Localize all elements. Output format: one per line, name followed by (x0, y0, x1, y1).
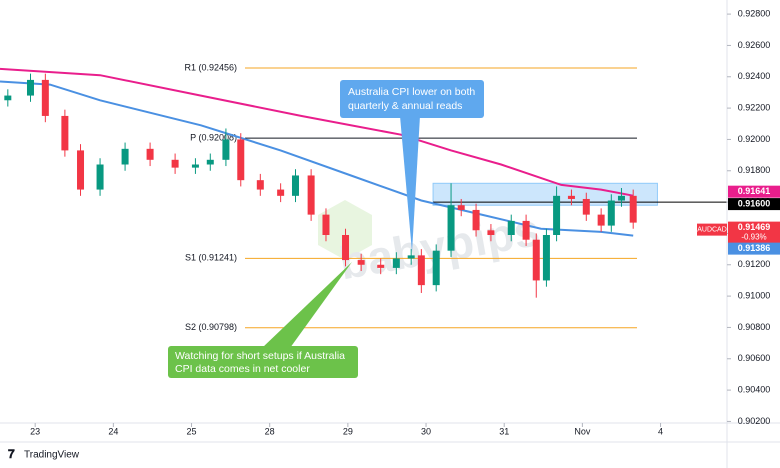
candle-body (507, 220, 515, 235)
price-badge (728, 221, 780, 244)
candle-body (597, 214, 605, 226)
candle-body (96, 164, 104, 190)
callout-pointer (400, 116, 420, 252)
candle-body (522, 220, 530, 240)
candle-body (4, 95, 12, 101)
y-tick-label: 0.92600 (738, 40, 771, 50)
pivot-label: S1 (0.91241) (185, 253, 237, 263)
candle-body (77, 150, 85, 190)
price-badge (728, 185, 780, 198)
candle-body (567, 195, 575, 199)
x-tick-label: 23 (30, 426, 40, 436)
moving-average (0, 67, 634, 197)
candle-body (277, 189, 285, 196)
candle-body (342, 235, 350, 261)
y-tick-label: 0.90600 (738, 353, 771, 363)
candle-body (432, 250, 440, 286)
symbol-tag (697, 223, 727, 236)
x-tick-label: 28 (265, 426, 275, 436)
y-tick-label: 0.92800 (738, 8, 771, 18)
candle-body (607, 200, 615, 226)
candle-body (542, 235, 550, 281)
candle-body (357, 260, 365, 265)
candle-body (206, 159, 214, 165)
moving-average (0, 80, 634, 237)
pivot-label: P (0.92008) (190, 133, 237, 143)
brand: TradingView (24, 450, 80, 461)
callout-text: Australia CPI lower on both (348, 86, 475, 98)
x-tick-label: Nov (574, 426, 591, 436)
candle-body (407, 255, 415, 259)
candle-body (532, 239, 540, 281)
y-tick-label: 0.92200 (738, 102, 771, 112)
price-badge (728, 198, 780, 211)
candle-body (392, 258, 400, 268)
callout-text: quarterly & annual reads (348, 100, 462, 112)
price-badge (728, 242, 780, 255)
plot: R1 (0.92456) P (0.92008) S1 (0.91241) S2 (0… (0, 62, 727, 332)
y-tick-label: 0.91800 (738, 165, 771, 175)
y-tick-label: 0.92400 (738, 71, 771, 81)
pivot-label: S2 (0.90798) (185, 322, 237, 332)
candle-body (617, 195, 625, 201)
callout-text: Watching for short setups if Australia (175, 350, 345, 362)
x-tick-label: 25 (187, 426, 197, 436)
candle-body (146, 148, 154, 160)
callout-box (168, 346, 358, 378)
x-tick-label: 29 (343, 426, 353, 436)
callout-box (340, 80, 484, 118)
y-tick-label: 0.90400 (738, 384, 771, 394)
price-change: -0.93% (741, 233, 766, 242)
x-tick-label: 30 (421, 426, 431, 436)
logo-mark: 𝟕 (8, 447, 15, 461)
candle-body (61, 115, 69, 151)
candle-body (457, 205, 465, 210)
axes: 0.92800 0.92600 0.92400 0.92200 0.92000 0.918… (30, 8, 780, 436)
price-badge-label: 0.91386 (738, 243, 771, 253)
candle-body (291, 175, 299, 196)
candle-body (447, 205, 455, 251)
candle-body (629, 195, 637, 223)
callout-pointer (262, 262, 352, 348)
pivot-label: R1 (0.92456) (184, 62, 237, 72)
watermark-logo (318, 200, 372, 260)
candle-body (26, 79, 34, 96)
candle-body (417, 255, 425, 286)
annotations: Australia CPI lower on both quarterly & … (168, 80, 484, 378)
candle-body (487, 230, 495, 235)
y-tick-label: 0.90200 (738, 416, 771, 426)
symbol-name: AUDCAD (697, 226, 727, 233)
price-badge-label: 0.91600 (738, 198, 771, 208)
candle-body (322, 214, 330, 235)
candle-body (222, 139, 230, 160)
y-tick-label: 0.90800 (738, 322, 771, 332)
candle-body (41, 79, 49, 116)
price-badge-label: 0.91641 (738, 186, 771, 196)
candle-body (171, 159, 179, 168)
candle-body (472, 209, 480, 231)
candle-body (307, 175, 315, 215)
candle-body (553, 195, 561, 235)
price-badge-label: 0.91469 (738, 222, 771, 232)
x-tick-label: 24 (108, 426, 118, 436)
y-tick-label: 0.91200 (738, 259, 771, 269)
y-tick-label: 0.92000 (738, 134, 771, 144)
y-tick-label: 0.91000 (738, 290, 771, 300)
x-tick-label: 4 (658, 426, 663, 436)
candle-body (377, 264, 385, 268)
x-tick-label: 31 (499, 426, 509, 436)
candle-body (191, 164, 199, 168)
candle-body (237, 139, 245, 181)
candle-body (121, 148, 129, 165)
candle-body (582, 198, 590, 215)
callout-text: CPI data comes in net cooler (175, 363, 310, 375)
candle-body (256, 180, 264, 190)
